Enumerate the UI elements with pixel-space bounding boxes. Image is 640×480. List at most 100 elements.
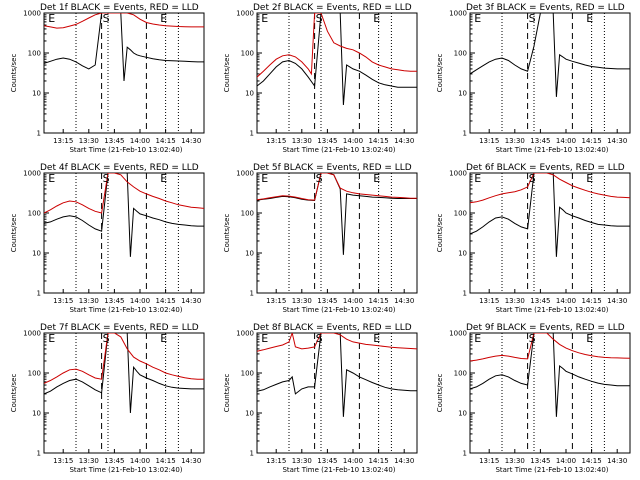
y-axis-label: Counts/sec xyxy=(436,54,444,93)
x-tick-label: 14:30 xyxy=(607,137,627,145)
time-marker-label: E xyxy=(586,12,593,25)
x-axis-label: Start Time (21-Feb-10 13:02:40) xyxy=(282,146,395,154)
time-marker-label: E xyxy=(586,172,593,185)
chart-svg: Det 6f BLACK = Events, RED = LLD 1 10 100 10… xyxy=(436,163,631,314)
x-tick-label: 13:15 xyxy=(53,457,73,465)
y-axis-label: Counts/sec xyxy=(223,54,231,93)
plot-frame xyxy=(256,332,418,454)
x-tick-label: 14:15 xyxy=(369,137,389,145)
y-tick-label: 100 xyxy=(28,50,41,58)
x-tick-label: 13:15 xyxy=(479,457,499,465)
x-axis-label: Start Time (21-Feb-10 13:02:40) xyxy=(69,466,182,474)
events-series-line xyxy=(257,13,417,106)
plot-frame xyxy=(469,12,631,134)
y-tick-label: 100 xyxy=(241,370,254,378)
x-tick-label: 14:15 xyxy=(156,457,176,465)
events-series-line xyxy=(470,333,630,417)
time-marker-label: S xyxy=(529,172,536,185)
x-tick-label: 13:30 xyxy=(79,137,99,145)
x-tick-label: 13:30 xyxy=(292,297,312,305)
y-tick-label: 1 xyxy=(463,130,467,138)
time-marker-label: E xyxy=(160,12,167,25)
x-tick-label: 13:30 xyxy=(79,297,99,305)
y-tick-label: 1 xyxy=(250,290,254,298)
y-tick-label: 10 xyxy=(245,250,254,258)
lld-series-line xyxy=(44,173,204,214)
x-axis-label: Start Time (21-Feb-10 13:02:40) xyxy=(282,306,395,314)
x-tick-label: 13:30 xyxy=(505,297,525,305)
x-tick-label: 14:30 xyxy=(181,297,201,305)
time-marker-label: E xyxy=(373,332,380,345)
detector-panel-9: Det 9f BLACK = Events, RED = LLD 1 10 100 10… xyxy=(426,320,639,480)
plot-frame xyxy=(256,12,418,134)
x-tick-label: 13:15 xyxy=(266,137,286,145)
detector-panel-1: Det 1f BLACK = Events, RED = LLD 1 10 100 10… xyxy=(0,0,213,160)
y-tick-label: 1 xyxy=(37,130,41,138)
x-tick-label: 14:15 xyxy=(156,137,176,145)
lld-series-line xyxy=(470,333,630,362)
y-axis-label: Counts/sec xyxy=(223,214,231,253)
y-tick-label: 100 xyxy=(241,210,254,218)
x-tick-label: 14:15 xyxy=(582,297,602,305)
x-tick-label: 13:15 xyxy=(479,137,499,145)
y-tick-label: 100 xyxy=(454,210,467,218)
chart-svg: Det 4f BLACK = Events, RED = LLD 1 10 100 10… xyxy=(10,163,205,314)
chart-title: Det 5f BLACK = Events, RED = LLD xyxy=(253,163,412,173)
y-tick-label: 10 xyxy=(32,410,41,418)
y-tick-label: 10 xyxy=(245,410,254,418)
y-tick-label: 100 xyxy=(28,370,41,378)
chart-svg: Det 7f BLACK = Events, RED = LLD 1 10 100 10… xyxy=(10,323,205,474)
y-tick-label: 1000 xyxy=(236,10,254,18)
x-tick-label: 13:45 xyxy=(104,457,124,465)
time-marker-label: S xyxy=(103,332,110,345)
time-marker-label: E xyxy=(160,332,167,345)
x-tick-label: 13:45 xyxy=(104,297,124,305)
x-tick-label: 13:15 xyxy=(479,297,499,305)
y-tick-label: 1000 xyxy=(23,330,41,338)
time-marker-label: E xyxy=(261,12,268,25)
y-tick-label: 10 xyxy=(458,250,467,258)
y-tick-label: 100 xyxy=(454,370,467,378)
x-tick-label: 13:45 xyxy=(530,297,550,305)
chart-svg: Det 5f BLACK = Events, RED = LLD 1 10 100 10… xyxy=(223,163,418,314)
detector-panel-8: Det 8f BLACK = Events, RED = LLD 1 10 100 10… xyxy=(213,320,426,480)
time-marker-label: E xyxy=(160,172,167,185)
y-tick-label: 1 xyxy=(250,450,254,458)
chart-title: Det 7f BLACK = Events, RED = LLD xyxy=(40,323,199,333)
time-marker-label: E xyxy=(261,172,268,185)
chart-svg: Det 8f BLACK = Events, RED = LLD 1 10 100 10… xyxy=(223,323,418,474)
x-tick-label: 13:30 xyxy=(79,457,99,465)
y-tick-label: 10 xyxy=(458,410,467,418)
x-tick-label: 14:30 xyxy=(394,457,414,465)
x-tick-label: 13:45 xyxy=(317,457,337,465)
events-series-line xyxy=(44,173,204,257)
plot-frame xyxy=(43,172,205,294)
detector-panel-5: Det 5f BLACK = Events, RED = LLD 1 10 100 10… xyxy=(213,160,426,320)
x-tick-label: 14:30 xyxy=(607,297,627,305)
x-tick-label: 14:15 xyxy=(369,297,389,305)
x-tick-label: 13:15 xyxy=(266,457,286,465)
x-tick-label: 14:30 xyxy=(394,297,414,305)
time-marker-label: S xyxy=(529,332,536,345)
y-tick-label: 10 xyxy=(245,90,254,98)
x-axis-label: Start Time (21-Feb-10 13:02:40) xyxy=(495,146,608,154)
chart-svg: Det 1f BLACK = Events, RED = LLD 1 10 100 10… xyxy=(10,3,205,154)
chart-title: Det 1f BLACK = Events, RED = LLD xyxy=(40,3,199,13)
x-tick-label: 14:30 xyxy=(607,457,627,465)
lld-series-line xyxy=(257,333,417,352)
y-tick-label: 1000 xyxy=(236,330,254,338)
plot-frame xyxy=(43,332,205,454)
y-tick-label: 1000 xyxy=(236,170,254,178)
y-tick-label: 100 xyxy=(241,50,254,58)
y-tick-label: 1000 xyxy=(23,170,41,178)
detector-panel-7: Det 7f BLACK = Events, RED = LLD 1 10 100 10… xyxy=(0,320,213,480)
chart-title: Det 2f BLACK = Events, RED = LLD xyxy=(253,3,412,13)
x-tick-label: 14:30 xyxy=(181,457,201,465)
x-axis-label: Start Time (21-Feb-10 13:02:40) xyxy=(69,146,182,154)
chart-title: Det 9f BLACK = Events, RED = LLD xyxy=(466,323,625,333)
y-tick-label: 1000 xyxy=(449,170,467,178)
time-marker-label: E xyxy=(474,172,481,185)
events-series-line xyxy=(257,333,417,417)
y-axis-label: Counts/sec xyxy=(10,214,18,253)
x-tick-label: 14:15 xyxy=(369,457,389,465)
